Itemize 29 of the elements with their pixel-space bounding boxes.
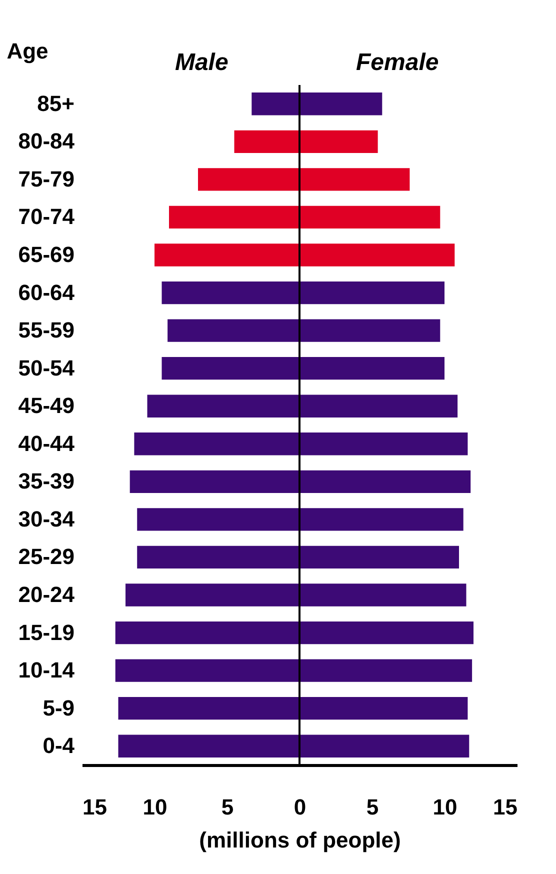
y-tick-label: 65-69: [18, 242, 74, 267]
y-tick-label: 30-34: [18, 506, 76, 532]
x-tick-label: 0: [294, 794, 306, 820]
y-tick-label: 20-24: [18, 582, 76, 607]
x-tick-label: 5: [221, 794, 234, 820]
y-tick-label: 5-9: [42, 695, 74, 720]
x-tick-label: 5: [366, 794, 379, 820]
x-tick-label: 15: [493, 794, 518, 820]
y-tick-label: 50-54: [18, 355, 76, 380]
y-tick-label: 55-59: [18, 318, 74, 343]
series-label: Female: [356, 49, 439, 76]
y-tick-label: 35-39: [18, 468, 74, 494]
y-tick-label: 45-49: [18, 393, 74, 418]
y-tick-label: 70-74: [18, 204, 76, 230]
x-tick-label: 10: [142, 794, 168, 820]
y-tick-label: 15-19: [18, 620, 74, 645]
y-tick-label: 80-84: [18, 128, 76, 154]
y-tick-label: 25-29: [18, 544, 74, 570]
x-tick-label: 15: [82, 794, 107, 820]
y-tick-label: 75-79: [18, 166, 74, 192]
y-tick-label: 10-14: [18, 658, 76, 683]
y-tick-label: 0-4: [42, 733, 76, 758]
series-label: Male: [174, 49, 228, 76]
x-tick-label: 10: [432, 794, 458, 820]
y-tick-label: 60-64: [18, 280, 76, 305]
x-axis-title: (millions of people): [199, 828, 401, 852]
y-axis-title: Age: [6, 38, 48, 64]
y-tick-label: 40-44: [18, 430, 76, 456]
y-tick-label: 85+: [37, 90, 74, 116]
